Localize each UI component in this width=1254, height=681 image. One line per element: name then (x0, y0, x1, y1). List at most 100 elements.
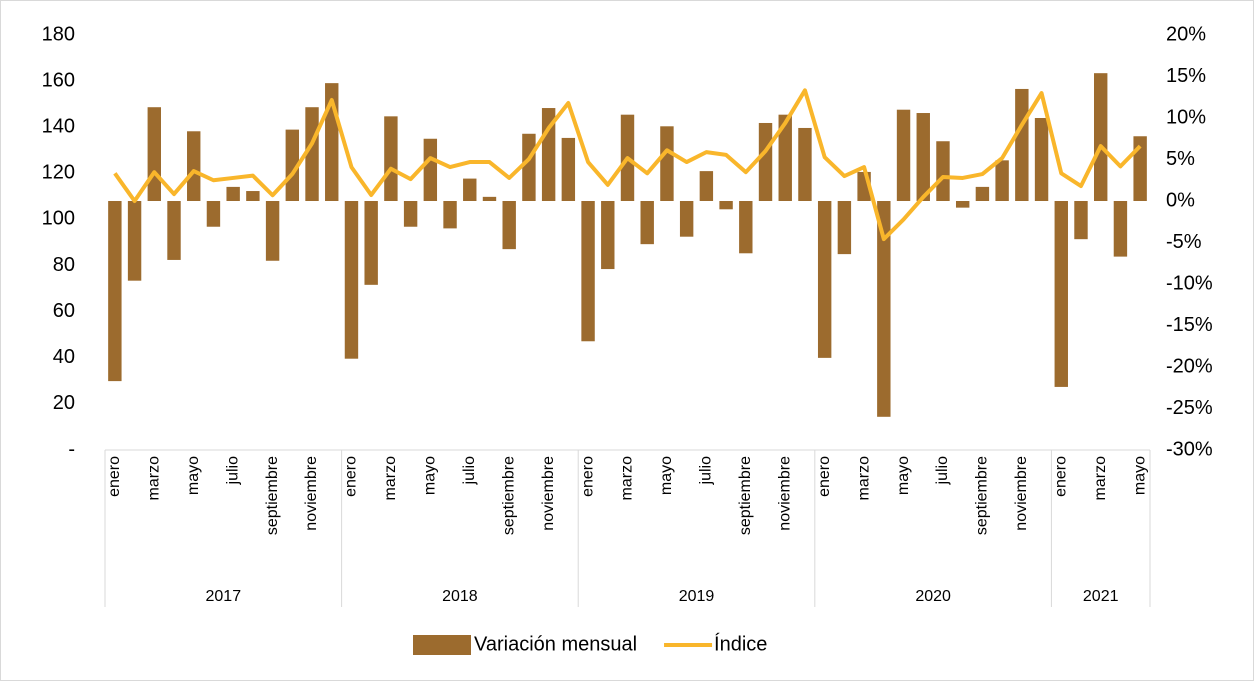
x-tick-label: enero (106, 456, 123, 497)
y2-tick-label: -25% (1166, 397, 1213, 419)
x-tick-label: enero (1052, 456, 1069, 497)
bar (1074, 201, 1088, 240)
y-tick-label: 20 (53, 392, 75, 414)
y2-tick-label: -30% (1166, 438, 1213, 460)
bar (226, 186, 240, 201)
bar (758, 122, 773, 201)
x-tick-label: septiembre (737, 456, 754, 535)
x-tick-label: septiembre (500, 456, 517, 535)
bar (463, 178, 477, 201)
y-tick-label: 80 (53, 254, 75, 276)
bar (344, 201, 359, 359)
bar (127, 201, 142, 281)
x-group-label: 2019 (679, 588, 715, 605)
y2-tick-label: -10% (1166, 272, 1213, 294)
bar (1054, 201, 1068, 387)
bar (1034, 118, 1049, 201)
bar (265, 201, 280, 261)
bar (1113, 201, 1128, 257)
x-tick-label: enero (343, 456, 360, 497)
x-tick-label: septiembre (974, 456, 991, 535)
bar (601, 201, 615, 270)
y2-tick-label: -5% (1166, 231, 1202, 253)
legend-label: Índice (714, 632, 767, 655)
x-tick-label: mayo (895, 456, 912, 495)
x-tick-label: noviembre (1013, 456, 1030, 531)
bar (877, 201, 891, 417)
x-tick-label: marzo (382, 456, 399, 501)
bar (187, 131, 201, 201)
bar (975, 186, 990, 201)
bar (423, 138, 438, 201)
bar (936, 141, 950, 201)
bar (995, 160, 1009, 201)
bar (719, 201, 733, 210)
bar (561, 137, 576, 201)
bar (384, 116, 398, 201)
y-tick-label: 160 (42, 69, 75, 91)
bar (305, 107, 319, 201)
x-group-label: 2017 (206, 588, 242, 605)
x-tick-label: julio (224, 456, 241, 486)
bar (108, 201, 122, 382)
x-tick-label: marzo (619, 456, 636, 501)
bar (482, 196, 497, 201)
x-tick-label: marzo (146, 456, 163, 501)
bar (679, 201, 694, 237)
x-group-label: 2021 (1083, 588, 1119, 605)
bar (147, 107, 161, 201)
bar (502, 201, 516, 250)
x-group-label: 2020 (915, 588, 951, 605)
bar (896, 109, 911, 201)
y-tick-label: 100 (42, 208, 75, 230)
bar (798, 127, 812, 201)
bar (167, 201, 181, 260)
y-tick-label: 120 (42, 162, 75, 184)
x-tick-label: noviembre (303, 456, 320, 531)
y2-tick-label: 20% (1166, 23, 1206, 45)
y-tick-label: 140 (42, 116, 75, 138)
x-tick-label: mayo (185, 456, 202, 495)
bar (364, 201, 378, 285)
bar (916, 113, 930, 201)
bar (285, 129, 300, 201)
y2-tick-label: 0% (1166, 189, 1195, 211)
y-tick-label: 40 (53, 346, 75, 368)
legend-swatch (413, 635, 471, 655)
bar (699, 171, 714, 201)
x-tick-label: mayo (422, 456, 439, 495)
x-tick-label: mayo (1131, 456, 1148, 495)
line (113, 88, 1142, 242)
bar (1094, 73, 1108, 201)
bar (581, 201, 595, 342)
x-tick-label: julio (461, 456, 478, 486)
x-tick-label: enero (579, 456, 596, 497)
bar (246, 191, 260, 201)
x-tick-label: marzo (1092, 456, 1109, 501)
bar (443, 201, 457, 229)
y2-tick-label: 5% (1166, 148, 1195, 170)
x-tick-label: julio (934, 456, 951, 486)
bar (739, 201, 753, 254)
x-tick-label: mayo (658, 456, 675, 495)
x-tick-label: noviembre (776, 456, 793, 531)
bar (1015, 88, 1029, 201)
x-tick-label: septiembre (264, 456, 281, 535)
y-tick-label: 180 (42, 23, 75, 45)
bar (206, 201, 221, 227)
y2-tick-label: 15% (1166, 65, 1206, 87)
y-tick-label: - (68, 438, 75, 460)
x-tick-label: julio (698, 456, 715, 486)
bar (955, 201, 970, 208)
y2-tick-label: -15% (1166, 314, 1213, 336)
bar (403, 201, 418, 227)
bar (817, 201, 832, 358)
x-tick-label: marzo (855, 456, 872, 501)
y2-tick-label: -20% (1166, 355, 1213, 377)
bar (837, 201, 852, 255)
bar (640, 201, 654, 245)
legend-label: Variación mensual (474, 633, 637, 655)
x-tick-label: noviembre (540, 456, 557, 531)
y-tick-label: 60 (53, 300, 75, 322)
